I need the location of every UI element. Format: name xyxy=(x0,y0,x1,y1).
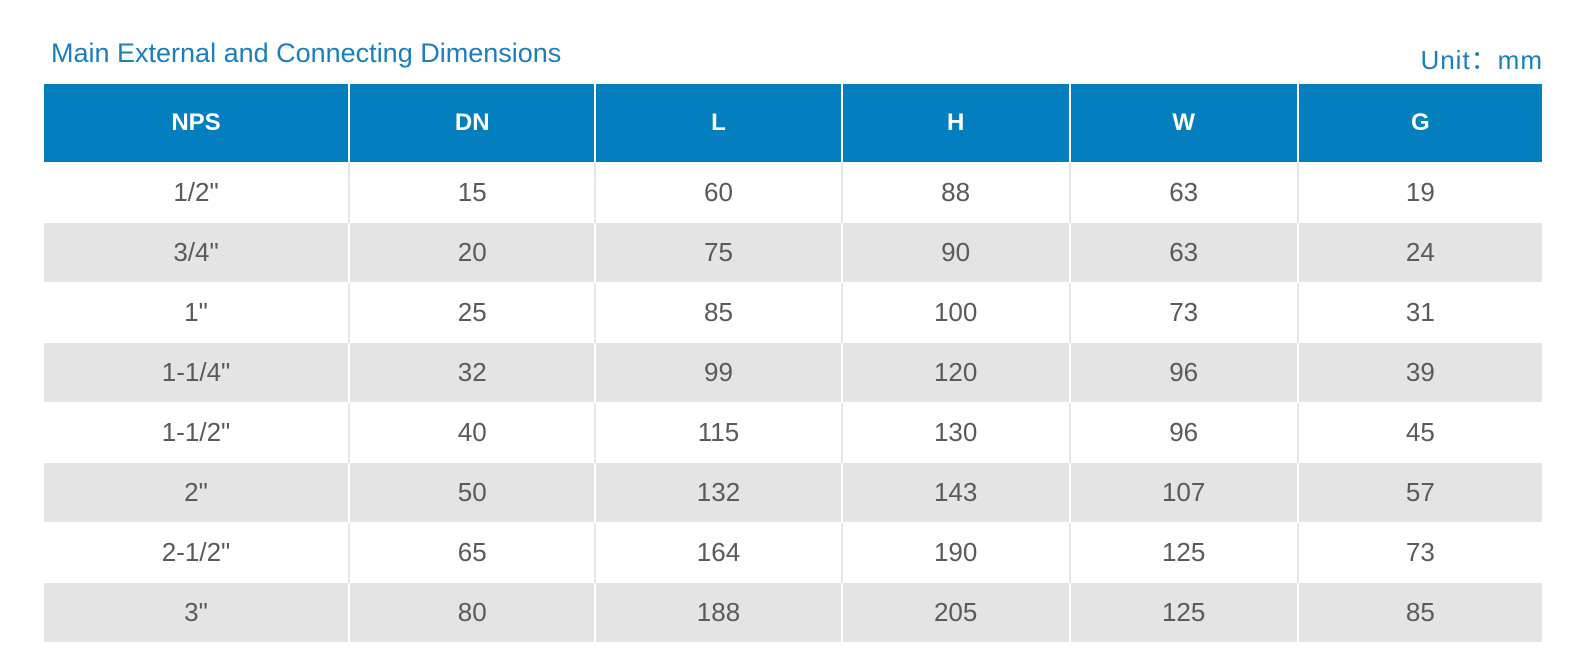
cell-g: 39 xyxy=(1297,342,1542,403)
cell-dn: 20 xyxy=(349,222,597,283)
cell-h: 100 xyxy=(841,282,1071,343)
cell-h: 205 xyxy=(841,582,1071,642)
table-row: 1-1/2" 40 115 130 96 45 xyxy=(44,402,1542,463)
cell-g: 24 xyxy=(1297,222,1542,283)
cell-w: 63 xyxy=(1069,162,1299,223)
cell-l: 85 xyxy=(595,282,843,343)
cell-h: 190 xyxy=(841,522,1071,583)
column-header-h: H xyxy=(841,84,1071,163)
cell-dn: 65 xyxy=(349,522,597,583)
cell-h: 120 xyxy=(841,342,1071,403)
cell-l: 164 xyxy=(595,522,843,583)
cell-l: 132 xyxy=(595,462,843,523)
dimensions-table: NPS DN L H W G 1/2" 15 60 88 63 19 3/4" … xyxy=(44,84,1542,642)
cell-g: 73 xyxy=(1297,522,1542,583)
cell-dn: 15 xyxy=(349,162,597,223)
cell-nps: 1" xyxy=(44,282,351,343)
cell-dn: 50 xyxy=(349,462,597,523)
cell-l: 115 xyxy=(595,402,843,463)
cell-w: 125 xyxy=(1069,522,1299,583)
cell-w: 96 xyxy=(1069,402,1299,463)
cell-nps: 2" xyxy=(44,462,351,523)
cell-g: 57 xyxy=(1297,462,1542,523)
cell-l: 60 xyxy=(595,162,843,223)
cell-l: 188 xyxy=(595,582,843,642)
cell-dn: 40 xyxy=(349,402,597,463)
cell-h: 88 xyxy=(841,162,1071,223)
cell-h: 143 xyxy=(841,462,1071,523)
column-header-l: L xyxy=(595,84,843,163)
table-row: 1-1/4" 32 99 120 96 39 xyxy=(44,342,1542,403)
column-header-g: G xyxy=(1297,84,1542,163)
cell-nps: 3" xyxy=(44,582,351,642)
column-header-dn: DN xyxy=(349,84,597,163)
cell-nps: 1/2" xyxy=(44,162,351,223)
cell-h: 130 xyxy=(841,402,1071,463)
cell-w: 63 xyxy=(1069,222,1299,283)
cell-g: 85 xyxy=(1297,582,1542,642)
cell-dn: 80 xyxy=(349,582,597,642)
cell-g: 19 xyxy=(1297,162,1542,223)
column-header-nps: NPS xyxy=(44,84,351,163)
cell-h: 90 xyxy=(841,222,1071,283)
cell-nps: 3/4" xyxy=(44,222,351,283)
cell-nps: 1-1/4" xyxy=(44,342,351,403)
table-row: 1" 25 85 100 73 31 xyxy=(44,282,1542,343)
cell-dn: 32 xyxy=(349,342,597,403)
cell-nps: 2-1/2" xyxy=(44,522,351,583)
cell-w: 125 xyxy=(1069,582,1299,642)
column-header-w: W xyxy=(1069,84,1299,163)
table-header-row: NPS DN L H W G xyxy=(44,84,1542,163)
cell-nps: 1-1/2" xyxy=(44,402,351,463)
table-row: 3/4" 20 75 90 63 24 xyxy=(44,222,1542,283)
cell-l: 99 xyxy=(595,342,843,403)
cell-w: 96 xyxy=(1069,342,1299,403)
cell-g: 45 xyxy=(1297,402,1542,463)
page-title: Main External and Connecting Dimensions xyxy=(51,38,562,68)
cell-l: 75 xyxy=(595,222,843,283)
table-row: 1/2" 15 60 88 63 19 xyxy=(44,162,1542,223)
cell-dn: 25 xyxy=(349,282,597,343)
table-row: 3" 80 188 205 125 85 xyxy=(44,582,1542,642)
table-row: 2-1/2" 65 164 190 125 73 xyxy=(44,522,1542,583)
cell-w: 107 xyxy=(1069,462,1299,523)
unit-label: Unit：mm xyxy=(1420,45,1543,75)
table-caption-row: Main External and Connecting Dimensions … xyxy=(0,0,1587,84)
table-row: 2" 50 132 143 107 57 xyxy=(44,462,1542,523)
cell-w: 73 xyxy=(1069,282,1299,343)
cell-g: 31 xyxy=(1297,282,1542,343)
